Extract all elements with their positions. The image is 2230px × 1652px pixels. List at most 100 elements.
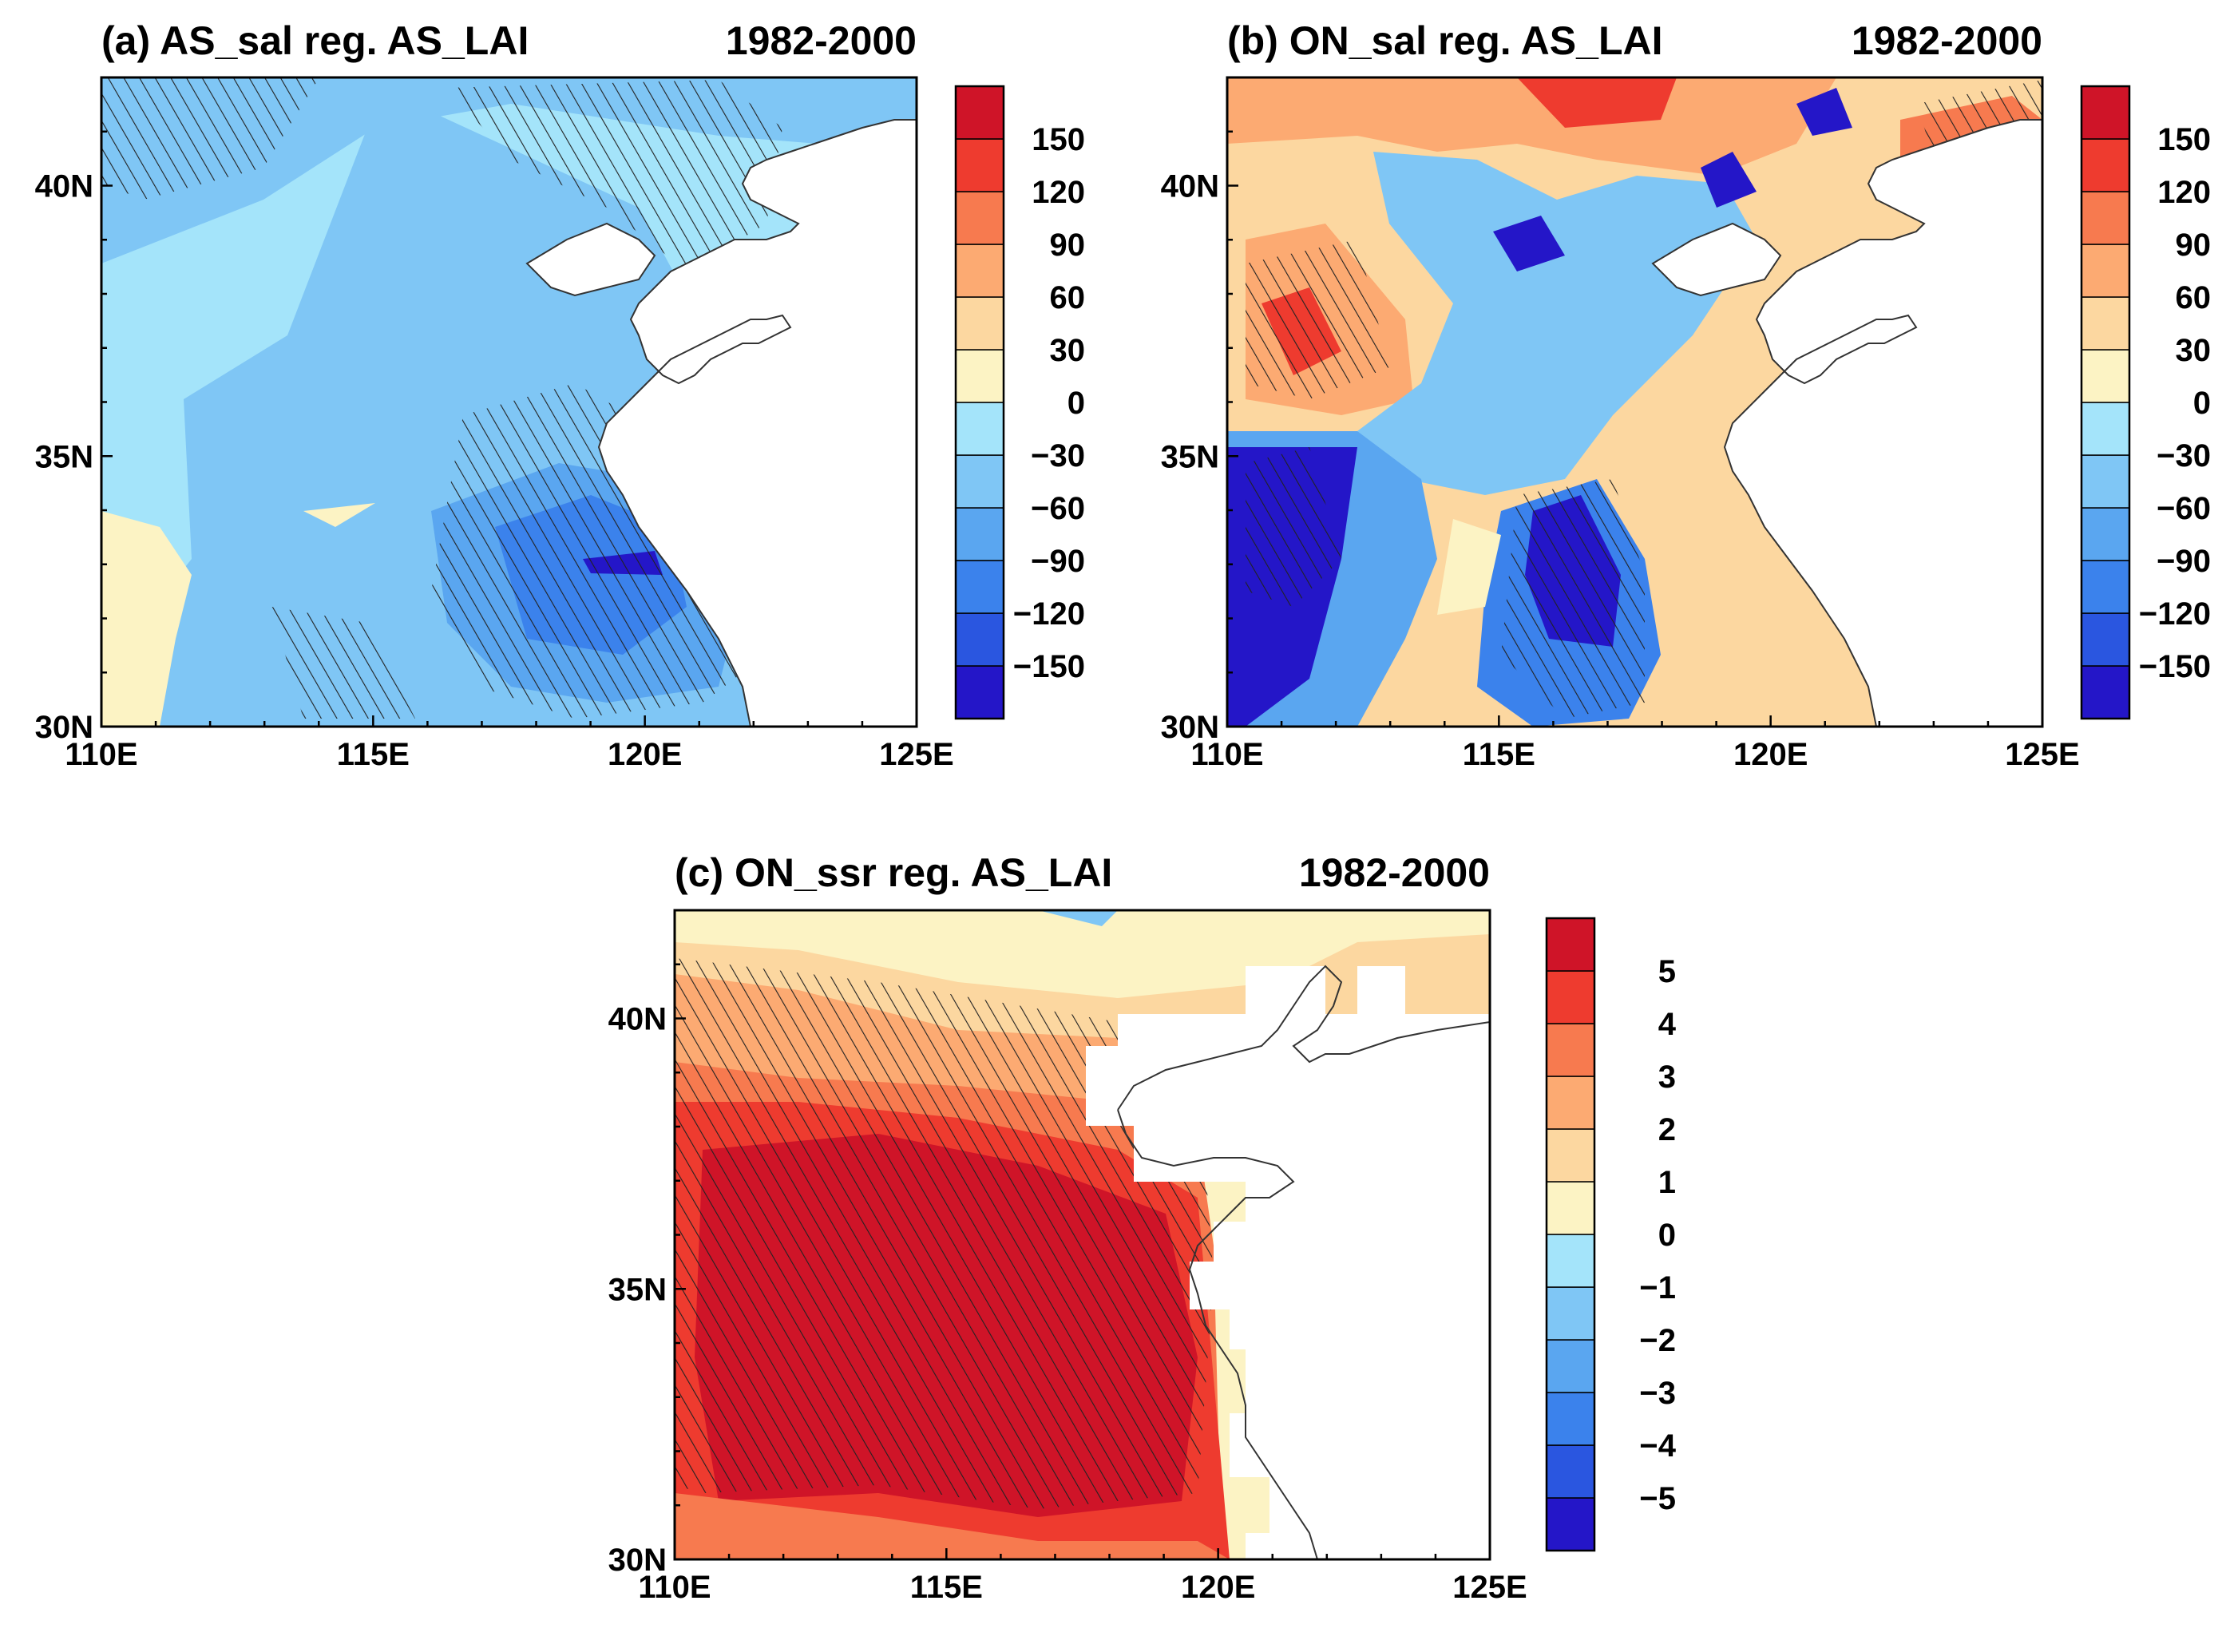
panel-a-colorbar-label-8: −90 [1031, 544, 1085, 579]
panel-a-lat-tick-1: 35N [35, 439, 93, 474]
panel-a-field-positive-west [101, 511, 192, 727]
panel-c-colorbar-label-0: 5 [1658, 954, 1676, 989]
panel-a-hatch-southwest [271, 607, 415, 719]
panel-b-colorbar-swatch-7 [2081, 296, 2130, 351]
panel-c-colorbar: 5 4 3 2 1 0 −1 −2 −3 −4 −5 [1545, 917, 1677, 1552]
panel-b-colorbar-swatch-8 [2081, 244, 2130, 298]
panel-c: (c) ON_ssr reg. AS_LAI 1982-2000 110E 115… [608, 850, 1677, 1605]
panel-c-lon-tick-0: 110E [638, 1570, 711, 1605]
panel-a-colorbar-swatch-1 [955, 612, 1004, 667]
panel-b: (b) ON_sal reg. AS_LAI 1982-2000 110E 115… [1161, 18, 2211, 772]
panel-a-field-positive-mid [303, 503, 375, 527]
panel-a-bohai-coast [525, 222, 656, 297]
panel-b-colorbar-swatch-0 [2081, 665, 2130, 719]
panel-c-lat-tick-0: 30N [608, 1543, 667, 1578]
panel-b-field-central [1357, 152, 1757, 495]
panel-c-lon-tick-2: 120E [1181, 1570, 1255, 1605]
panel-c-land [1086, 910, 1490, 1559]
panel-a-colorbar-swatch-4 [955, 454, 1004, 509]
panel-a-colorbar-label-5: 0 [1067, 386, 1085, 421]
panel-c-colorbar-swatch-5 [1546, 1234, 1595, 1288]
panel-b-colorbar-label-7: −60 [2157, 491, 2211, 526]
panel-b-colorbar-swatch-11 [2081, 85, 2130, 140]
panel-b-map [1227, 77, 2042, 727]
panel-c-colorbar-label-2: 3 [1658, 1060, 1676, 1095]
panel-b-lat-tick-2: 40N [1161, 169, 1219, 204]
panel-a-lon-tick-2: 120E [608, 737, 682, 772]
panel-a-colorbar-swatch-2 [955, 560, 1004, 614]
panel-b-lat-tick-1: 35N [1161, 439, 1219, 474]
panel-c-colorbar-swatch-6 [1546, 1181, 1595, 1235]
panel-b-land [1723, 77, 2042, 727]
panel-c-field-negative [1038, 910, 1118, 926]
panel-c-title: (c) ON_ssr reg. AS_LAI [675, 850, 1112, 895]
panel-b-field-min-3 [1796, 88, 1852, 136]
panel-c-map [675, 910, 1490, 1559]
panel-a-lat-tick-2: 40N [35, 169, 93, 204]
panel-a-colorbar-label-9: −120 [1013, 596, 1085, 632]
panel-a-lon-tick-0: 110E [65, 737, 137, 772]
panel-a-lon-tick-1: 115E [337, 737, 410, 772]
panel-a-map [101, 77, 917, 727]
panel-b-hatch-sw [1246, 447, 1341, 607]
panel-b-colorbar-label-5: 0 [2193, 386, 2211, 421]
panel-a-colorbar-label-10: −150 [1013, 649, 1085, 684]
panel-a-title: (a) AS_sal reg. AS_LAI [101, 18, 529, 63]
panel-b-hatch-west [1246, 240, 1389, 399]
panel-b-field-north-peak [1517, 77, 1677, 128]
panel-b-colorbar: 150 120 90 60 30 0 −30 −60 −90 −120 −150 [2080, 85, 2212, 720]
panel-c-colorbar-swatch-4 [1546, 1286, 1595, 1341]
panel-c-colorbar-label-5: 0 [1658, 1218, 1676, 1253]
panel-c-colorbar-swatch-0 [1546, 1497, 1595, 1551]
panel-c-colorbar-swatch-7 [1546, 1128, 1595, 1183]
panel-c-colorbar-label-3: 2 [1658, 1112, 1676, 1147]
panel-c-period: 1982-2000 [1299, 850, 1490, 895]
panel-a-colorbar: 150 120 90 60 30 0 −30 −60 −90 −120 −150 [954, 85, 1086, 720]
panel-c-colorbar-label-6: −1 [1639, 1270, 1676, 1305]
panel-b-colorbar-swatch-9 [2081, 191, 2130, 245]
panel-b-colorbar-label-3: 60 [2176, 280, 2212, 315]
panel-b-colorbar-label-2: 90 [2176, 228, 2212, 263]
panel-c-colorbar-label-1: 4 [1658, 1007, 1677, 1042]
panel-b-field-north [1227, 77, 1836, 176]
panel-c-colorbar-label-4: 1 [1658, 1165, 1676, 1200]
panel-a-colorbar-label-0: 150 [1032, 122, 1085, 157]
panel-b-lon-tick-0: 110E [1190, 737, 1263, 772]
panel-a-colorbar-swatch-7 [955, 296, 1004, 351]
panel-b-colorbar-label-10: −150 [2139, 649, 2211, 684]
panel-b-lat-tick-0: 30N [1161, 710, 1219, 745]
panel-c-lat-tick-1: 35N [608, 1272, 667, 1307]
panel-c-axes: 110E 115E 120E 125E 30N 35N 40N [608, 909, 1527, 1605]
panel-a-axes: 110E 115E 120E 125E 30N 35N 40N [35, 76, 954, 772]
panel-c-colorbar-swatch-10 [1546, 970, 1595, 1024]
panel-c-lon-tick-3: 125E [1452, 1570, 1527, 1605]
panel-c-colorbar-label-8: −3 [1639, 1376, 1676, 1411]
panel-a-lon-tick-3: 125E [879, 737, 953, 772]
panel-c-colorbar-swatch-3 [1546, 1339, 1595, 1393]
panel-b-colorbar-swatch-2 [2081, 560, 2130, 614]
panel-a-colorbar-swatch-8 [955, 244, 1004, 298]
panel-a-lat-tick-0: 30N [35, 710, 93, 745]
panel-a-land [597, 77, 917, 727]
panel-c-colorbar-swatch-11 [1546, 917, 1595, 972]
panel-a-colorbar-swatch-10 [955, 138, 1004, 192]
panel-b-colorbar-label-6: −30 [2157, 438, 2211, 473]
panel-a-colorbar-label-7: −60 [1031, 491, 1085, 526]
panel-a-colorbar-swatch-6 [955, 349, 1004, 403]
panel-c-lat-tick-2: 40N [608, 1002, 667, 1037]
panel-b-hatch-south [1501, 479, 1645, 719]
panel-b-colorbar-swatch-3 [2081, 507, 2130, 561]
panel-a-colorbar-label-1: 120 [1032, 175, 1085, 210]
panel-c-colorbar-swatch-9 [1546, 1023, 1595, 1077]
panel-b-field-min-1 [1493, 216, 1565, 271]
panel-a-colorbar-label-3: 60 [1050, 280, 1086, 315]
panel-b-colorbar-label-1: 120 [2157, 175, 2211, 210]
panel-a-colorbar-swatch-9 [955, 191, 1004, 245]
panel-a-colorbar-label-4: 30 [1050, 333, 1086, 368]
panel-a-period: 1982-2000 [726, 18, 917, 63]
panel-c-coast-north [1117, 965, 1490, 1111]
panel-b-colorbar-label-4: 30 [2176, 333, 2212, 368]
panel-a-colorbar-label-2: 90 [1050, 228, 1086, 263]
panel-b-colorbar-swatch-10 [2081, 138, 2130, 192]
panel-b-field-min-2 [1701, 152, 1757, 208]
